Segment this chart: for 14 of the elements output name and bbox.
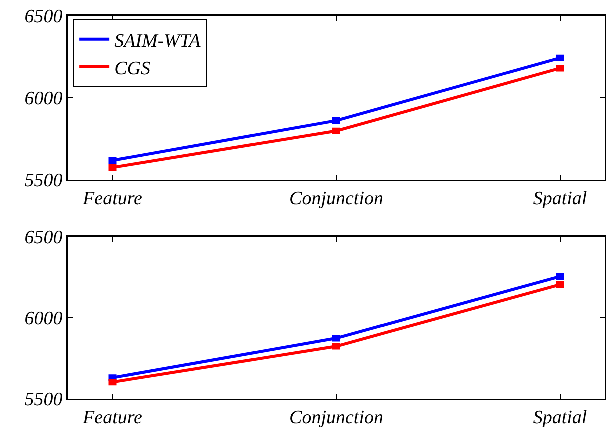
y-tick-label: 6500	[24, 228, 64, 249]
y-tick-label: 6000	[24, 308, 64, 330]
y-tick-label: 5500	[24, 170, 64, 192]
x-tick-label: Spatial	[533, 407, 588, 428]
x-tick-label: Conjunction	[290, 188, 384, 210]
x-tick-label: Feature	[82, 188, 142, 210]
legend-label: CGS	[114, 58, 151, 80]
y-tick-label: 6500	[24, 6, 64, 28]
legend-label: SAIM-WTA	[114, 30, 202, 52]
x-tick-label: Conjunction	[290, 407, 384, 428]
x-tick-label: Feature	[82, 407, 142, 428]
x-tick-label: Spatial	[533, 188, 588, 210]
y-tick-label: 5500	[24, 390, 64, 411]
y-tick-label: 6000	[24, 88, 64, 110]
